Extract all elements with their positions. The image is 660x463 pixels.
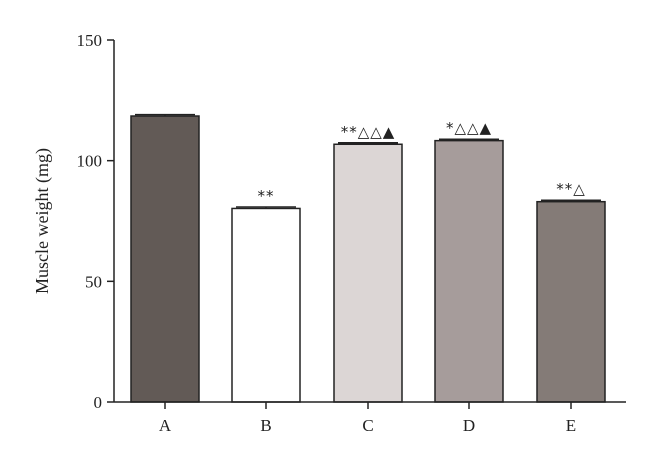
y-tick-label: 50 [85,272,102,291]
significance-label: ** [258,187,275,205]
bar-d [434,139,504,403]
x-tick-label: D [463,416,475,435]
x-tick-label: B [260,416,271,435]
significance-label: **△ [556,180,586,198]
y-axis-title: Muscle weight (mg) [32,148,53,294]
bar-a [130,115,200,403]
bar-b [231,207,301,403]
x-tick-label: C [362,416,373,435]
y-tick-label: 0 [94,393,103,412]
y-tick-label: 150 [77,31,103,50]
y-tick-label: 100 [77,152,103,171]
bars-group [130,113,606,403]
bar-c [333,143,403,403]
y-ticks-group: 0 50 100 150 [77,31,114,412]
significance-label: *△△▲ [446,119,492,137]
x-tick-label: A [159,416,172,435]
x-tick-label: E [566,416,576,435]
annotations-group: ** **△△▲ *△△▲ **△ [258,119,586,205]
significance-label: **△△▲ [341,123,396,141]
bar-e [536,200,606,403]
x-ticks-group: A B C D E [159,402,576,435]
